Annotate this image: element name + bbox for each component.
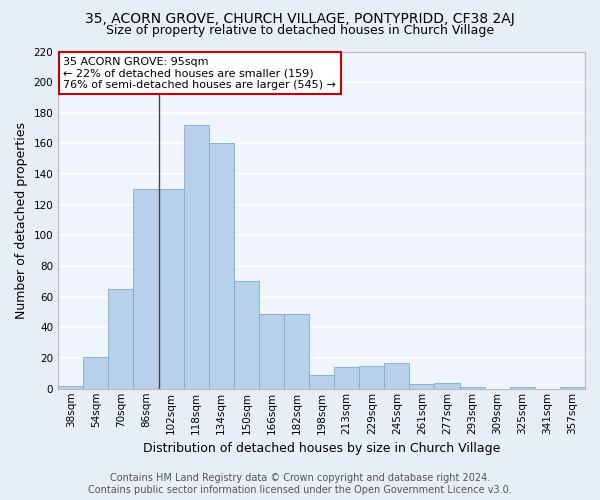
- Bar: [284, 314, 309, 389]
- Bar: [109, 289, 133, 389]
- Bar: [560, 387, 585, 389]
- Bar: [460, 387, 485, 389]
- Text: Contains HM Land Registry data © Crown copyright and database right 2024.
Contai: Contains HM Land Registry data © Crown c…: [88, 474, 512, 495]
- Bar: [309, 375, 334, 389]
- Bar: [409, 384, 434, 389]
- Bar: [259, 314, 284, 389]
- X-axis label: Distribution of detached houses by size in Church Village: Distribution of detached houses by size …: [143, 442, 500, 455]
- Bar: [133, 190, 158, 389]
- Bar: [510, 387, 535, 389]
- Text: 35, ACORN GROVE, CHURCH VILLAGE, PONTYPRIDD, CF38 2AJ: 35, ACORN GROVE, CHURCH VILLAGE, PONTYPR…: [85, 12, 515, 26]
- Y-axis label: Number of detached properties: Number of detached properties: [15, 122, 28, 318]
- Bar: [359, 366, 385, 389]
- Bar: [158, 190, 184, 389]
- Bar: [334, 368, 359, 389]
- Text: 35 ACORN GROVE: 95sqm
← 22% of detached houses are smaller (159)
76% of semi-det: 35 ACORN GROVE: 95sqm ← 22% of detached …: [64, 56, 337, 90]
- Text: Size of property relative to detached houses in Church Village: Size of property relative to detached ho…: [106, 24, 494, 37]
- Bar: [58, 386, 83, 389]
- Bar: [184, 125, 209, 389]
- Bar: [83, 356, 109, 389]
- Bar: [434, 382, 460, 389]
- Bar: [209, 144, 234, 389]
- Bar: [385, 362, 409, 389]
- Bar: [234, 282, 259, 389]
